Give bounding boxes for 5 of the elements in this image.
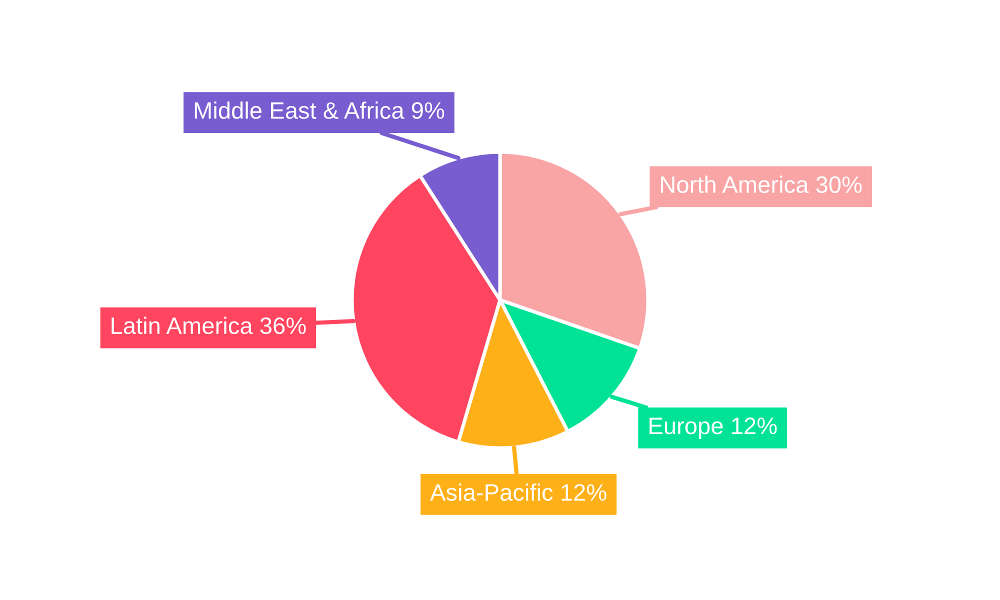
slice-label: North America 30% [661,176,862,194]
slice-label: Europe 12% [650,418,777,439]
slice-label: Asia-Pacific 12% [430,483,606,501]
slice-label: Middle East & Africa 9% [194,102,444,119]
slice-label: Latin America 36% [112,316,306,334]
